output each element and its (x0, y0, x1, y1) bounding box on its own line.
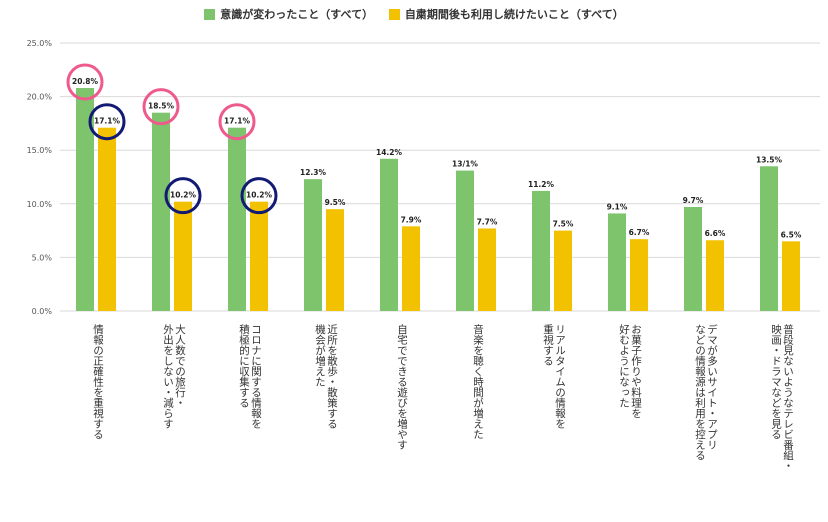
bar-series-1 (380, 158, 398, 311)
bar-series-2 (478, 228, 496, 311)
data-label: 9.1% (607, 202, 628, 211)
bar-series-1 (684, 207, 702, 311)
category-label: などの情報源は利用を控える (694, 324, 706, 461)
data-label: 18.5% (148, 102, 175, 111)
bar-series-2 (706, 240, 724, 311)
chart-legend: 意識が変わったこと（すべて） 自粛期間後も利用し続けたいこと（すべて） (0, 6, 828, 23)
bar-series-2 (250, 201, 268, 311)
highlight-circle-navy (164, 177, 202, 215)
category-label: 音楽を聴く時間が増えた (472, 323, 484, 439)
y-tick-label: 20.0% (27, 93, 53, 102)
legend-label-series-1: 意識が変わったこと（すべて） (220, 8, 374, 21)
data-label: 13/1% (452, 160, 478, 169)
highlight-circle-navy (240, 177, 278, 215)
bar-series-2 (98, 127, 116, 311)
bar-series-1 (152, 112, 170, 312)
legend-swatch-series-1 (204, 8, 216, 20)
data-label: 20.8% (72, 77, 99, 86)
data-label: 14.2% (376, 148, 403, 157)
category-label: 普段見ないようなテレビ番組・ (782, 323, 794, 471)
category-label: 積極的に収集する (238, 323, 250, 408)
bar-series-1 (532, 190, 550, 311)
category-label: 重視する (542, 323, 554, 366)
bar-series-2 (782, 241, 800, 311)
bar-series-2 (554, 230, 572, 311)
y-tick-label: 0.0% (32, 307, 53, 316)
category-label: 外出をしない・減らす (162, 324, 174, 429)
bar-series-1 (760, 166, 778, 311)
category-label: 自宅でできる遊びを増やす (396, 323, 408, 450)
y-tick-label: 10.0% (27, 200, 53, 209)
data-label: 12.3% (300, 168, 327, 177)
highlight-circle-pink (66, 63, 104, 101)
category-label: 機会が増えた (314, 323, 326, 387)
category-label: コロナに関する情報を (250, 324, 262, 429)
legend-item-series-1: 意識が変わったこと（すべて） (204, 6, 373, 22)
category-label: 大人数での旅行・ (174, 323, 186, 408)
data-label: 10.2% (170, 191, 197, 200)
bar-series-2 (174, 201, 192, 311)
legend-label-series-2: 自粛期間後も利用し続けたいこと（すべて） (404, 8, 624, 21)
category-label: 好むようになった (618, 324, 630, 408)
bar-series-2 (402, 226, 420, 311)
y-tick-label: 25.0% (27, 39, 53, 48)
data-label: 6.7% (629, 228, 650, 237)
legend-swatch-series-2 (388, 8, 400, 20)
bar-series-1 (228, 127, 246, 311)
data-label: 7.5% (553, 220, 574, 229)
data-label: 11.2% (528, 180, 555, 189)
highlight-circle-pink (218, 103, 256, 141)
category-label: 近所を散歩・散策する (326, 323, 338, 429)
y-tick-label: 15.0% (27, 146, 53, 155)
data-label: 17.1% (224, 117, 251, 126)
data-label: 17.1% (94, 117, 121, 126)
data-label: 13.5% (756, 155, 783, 164)
category-label: リアルタイムの情報を (554, 324, 566, 429)
bar-series-1 (304, 179, 322, 311)
data-label: 6.5% (781, 230, 802, 239)
data-label: 7.7% (477, 217, 498, 226)
highlight-circle-navy (88, 103, 126, 141)
category-label: 映画・ドラマなどを見る (770, 324, 782, 440)
category-label: デマが多いサイト・アプリ (706, 323, 718, 450)
highlight-circle-pink (142, 88, 180, 126)
category-label: お菓子作りや料理を (630, 324, 642, 419)
data-label: 9.5% (325, 198, 346, 207)
data-label: 10.2% (246, 191, 273, 200)
data-label: 6.6% (705, 229, 726, 238)
bar-series-2 (630, 239, 648, 311)
bar-series-1 (76, 88, 94, 311)
data-label: 7.9% (401, 215, 422, 224)
bar-series-2 (326, 209, 344, 311)
data-label: 9.7% (683, 196, 704, 205)
y-tick-label: 5.0% (32, 253, 53, 262)
legend-item-series-2: 自粛期間後も利用し続けたいこと（すべて） (388, 6, 624, 22)
bar-series-1 (456, 170, 474, 311)
bar-series-1 (608, 213, 626, 311)
category-label: 情報の正確性を重視する (92, 323, 104, 439)
